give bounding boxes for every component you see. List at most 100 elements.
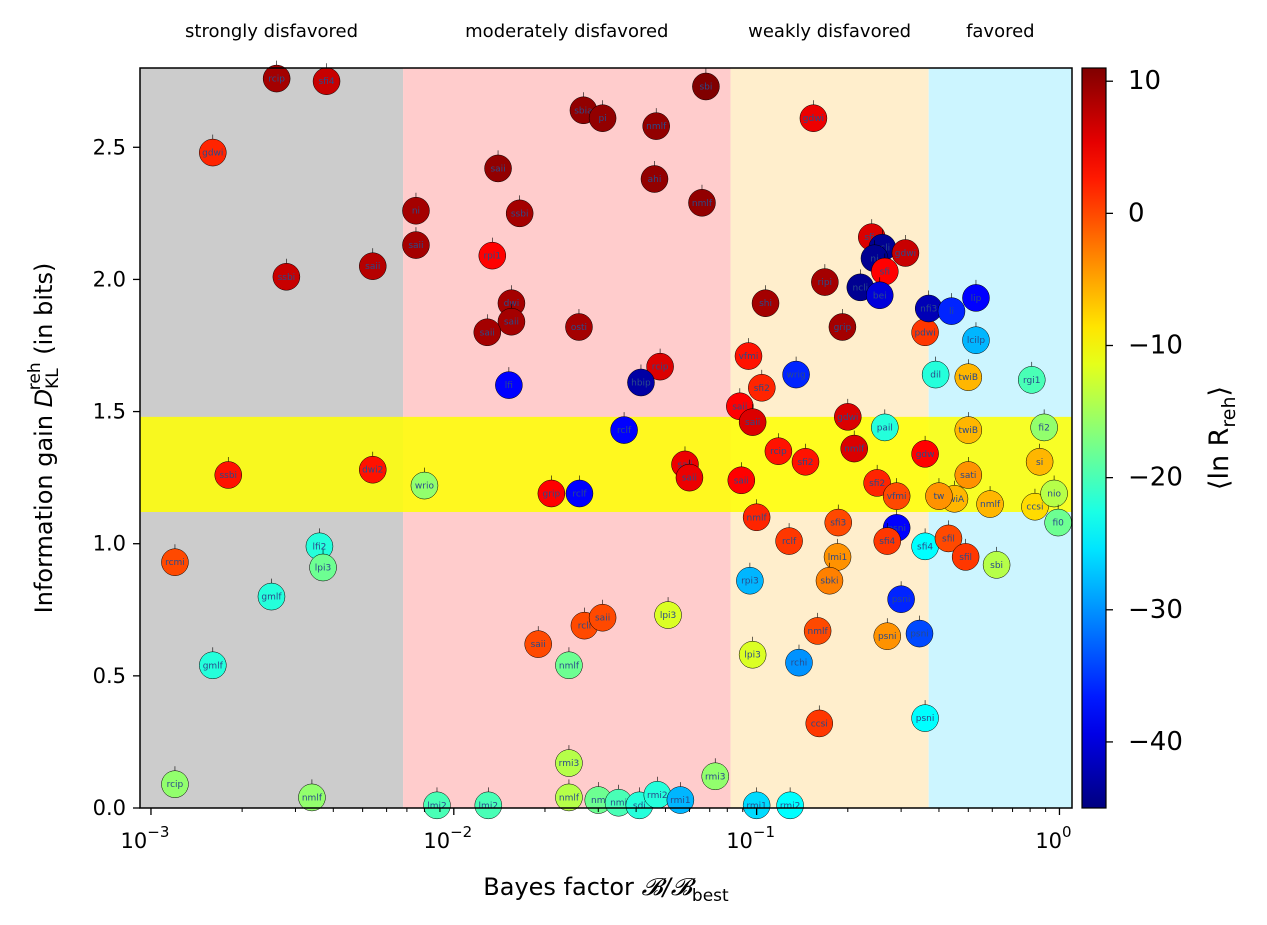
data-point: saii (402, 227, 430, 259)
data-point: lip (962, 279, 990, 312)
point-marker (484, 154, 512, 183)
point-marker (776, 791, 804, 820)
data-point: dil (921, 356, 950, 389)
point-marker (738, 408, 767, 436)
point-label: shi (759, 299, 772, 309)
data-point: ssbi (505, 195, 534, 228)
point-label: pi (598, 114, 606, 124)
point-marker (505, 199, 534, 228)
point-marker (1018, 366, 1046, 394)
point-marker (474, 791, 503, 820)
data-point: nmlf (555, 779, 583, 812)
data-point: lmi2 (423, 787, 451, 820)
x-tick-label: 10−1 (726, 823, 775, 853)
point-marker (811, 268, 839, 296)
point-marker (1025, 448, 1054, 476)
point-label: nmlf (747, 513, 768, 523)
point-label: nmlf (692, 199, 713, 209)
point-label: gdwi (895, 249, 916, 259)
data-point: si (1025, 443, 1054, 476)
point-marker (748, 374, 776, 402)
point-marker (976, 490, 1004, 518)
point-label: hbip (631, 379, 651, 389)
point-label: ssbi (278, 273, 296, 283)
data-point: ahi (640, 161, 669, 193)
point-marker (473, 318, 502, 347)
data-point: ssbi (214, 457, 243, 489)
point-label: nmlf (302, 793, 323, 803)
colorbar-tick-label: 0 (1128, 198, 1145, 228)
point-marker (588, 603, 617, 632)
data-point: grip (537, 475, 566, 508)
point-marker (925, 482, 953, 510)
point-label: rmi1 (670, 796, 691, 806)
data-point: psni (905, 615, 934, 648)
point-label: twiA (945, 495, 965, 505)
x-tick-label: 10−3 (121, 823, 170, 853)
point-label: rmi1 (746, 801, 767, 811)
point-label: ni (870, 254, 878, 264)
point-marker (799, 104, 828, 132)
point-label: rcip (167, 780, 184, 790)
point-label: gmlf (203, 661, 224, 671)
data-point: nio (1040, 475, 1068, 508)
data-point: pail (871, 409, 899, 442)
colorbar-tick-label: 10 (1128, 66, 1161, 96)
point-marker (782, 360, 810, 389)
y-axis-ticks: 0.0 0.5 1.0 1.5 2.0 2.5 (93, 135, 140, 820)
point-label: lip (971, 294, 982, 304)
point-marker (803, 617, 832, 645)
point-marker (742, 503, 771, 532)
data-point: saii (484, 150, 512, 183)
data-point: sbi (692, 68, 720, 101)
data-point: gdwi (799, 100, 828, 132)
point-label: wrio (415, 482, 435, 492)
point-marker (727, 466, 756, 495)
point-label: rclf (782, 537, 797, 547)
point-label: sfi2 (869, 479, 885, 489)
point-marker (161, 770, 189, 798)
point-marker (495, 371, 523, 399)
point-marker (565, 313, 593, 341)
data-point: twiB (954, 412, 983, 444)
point-label: wrig (786, 371, 805, 381)
point-label: rclf (617, 426, 632, 436)
data-point: rmi1 (666, 782, 695, 814)
point-marker (736, 566, 764, 595)
point-marker (272, 263, 301, 291)
data-point: pdwi (911, 314, 939, 347)
data-point: psni (911, 700, 939, 732)
point-label: pdwi (914, 328, 935, 338)
point-label: ni (412, 207, 420, 217)
point-label: nmi (610, 799, 627, 809)
point-marker (588, 104, 617, 132)
point-label: sfi4 (917, 542, 933, 552)
point-label: ripi (818, 278, 832, 288)
point-marker (199, 138, 227, 167)
data-point: lpi3 (654, 597, 682, 629)
point-marker (555, 783, 583, 812)
data-point: grip (828, 309, 857, 341)
point-marker (199, 651, 227, 680)
data-point: rgi1 (1018, 361, 1046, 394)
data-point: dwi2 (359, 451, 387, 484)
point-label: rclf (572, 490, 587, 500)
colorbar-label: ⟨ln Rreh⟩ (1204, 386, 1240, 490)
data-point: sfi2 (791, 443, 820, 476)
point-marker (692, 72, 720, 101)
data-point: rmi2 (776, 787, 804, 820)
data-point: lcilp (962, 322, 990, 354)
colorbar-tick-label: −30 (1128, 595, 1183, 625)
point-marker (742, 791, 771, 820)
data-point: saii (497, 303, 526, 336)
point-label: rpi3 (741, 577, 759, 587)
data-point: ripi (811, 264, 839, 296)
point-label: lfi2 (312, 542, 326, 552)
point-marker (402, 196, 430, 225)
data-point: sfi2 (748, 369, 776, 402)
point-marker (497, 307, 526, 336)
point-label: sbia (574, 106, 592, 116)
data-point: rcip (646, 348, 674, 381)
point-label: nmlf (559, 793, 580, 803)
point-marker (751, 289, 780, 317)
